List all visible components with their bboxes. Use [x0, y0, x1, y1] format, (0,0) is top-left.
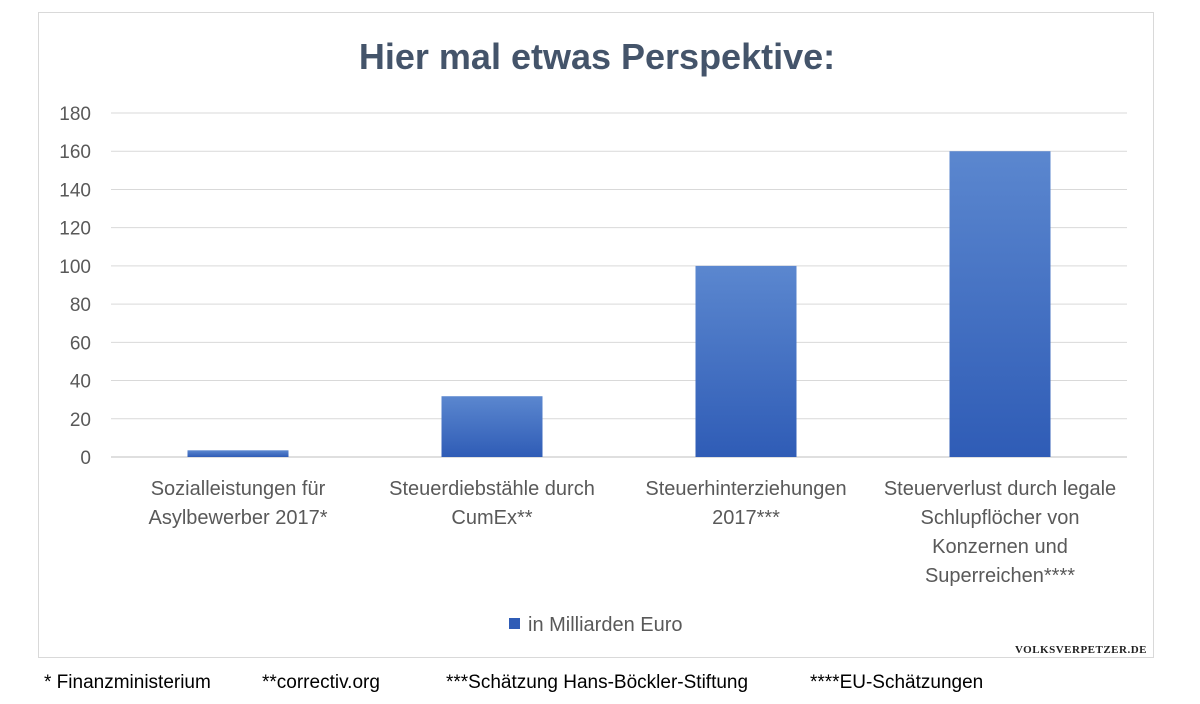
y-tick-label: 160	[59, 142, 91, 163]
y-tick-label: 0	[80, 448, 91, 469]
y-tick-label: 100	[59, 257, 91, 278]
x-category-label: Sozialleistungen für Asylbewerber 2017*	[149, 478, 328, 529]
y-tick-label: 120	[59, 219, 91, 240]
bar	[441, 396, 543, 457]
y-tick-label: 60	[70, 333, 91, 354]
legend-swatch	[509, 618, 520, 629]
x-axis-categories: Sozialleistungen für Asylbewerber 2017* St…	[149, 478, 1117, 587]
watermark: VOLKSVERPETZER.DE	[1015, 644, 1147, 656]
y-tick-label: 40	[70, 372, 91, 393]
y-tick-label: 80	[70, 295, 91, 316]
footnote-4: ****EU-Schätzungen	[810, 672, 984, 693]
footnote-3: ***Schätzung Hans-Böckler-Stiftung	[446, 672, 749, 693]
footnote-1: * Finanzministerium	[44, 672, 211, 693]
footnotes: * Finanzministerium **correctiv.org ***S…	[44, 672, 1164, 698]
legend-label: in Milliarden Euro	[528, 614, 683, 636]
chart-frame: Hier mal etwas Perspektive: 0 20 40 60 80 100…	[38, 12, 1154, 658]
legend: in Milliarden Euro	[509, 614, 683, 636]
x-category-label: Steuerverlust durch legale Schlupflöcher …	[884, 478, 1116, 587]
y-axis-ticks: 0 20 40 60 80 100 120 140 160 180	[59, 104, 91, 469]
footnote-2: **correctiv.org	[262, 672, 380, 693]
y-tick-label: 140	[59, 180, 91, 201]
bar-layer	[187, 151, 1051, 457]
bar-chart: Hier mal etwas Perspektive: 0 20 40 60 80 100…	[59, 36, 1147, 656]
bar	[695, 265, 797, 457]
x-category-label: Steuerhinterziehungen 2017***	[645, 478, 846, 529]
chart-title: Hier mal etwas Perspektive:	[359, 36, 835, 77]
y-tick-label: 20	[70, 410, 91, 431]
x-category-label: Steuerdiebstähle durch CumEx**	[389, 478, 595, 529]
bar	[187, 450, 289, 457]
y-tick-label: 180	[59, 104, 91, 125]
bar	[949, 151, 1051, 457]
